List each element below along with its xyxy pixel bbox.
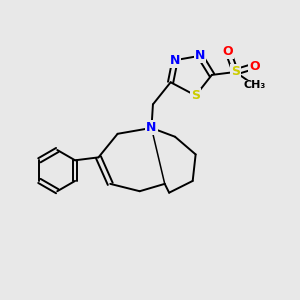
Text: N: N xyxy=(195,49,205,62)
Text: S: S xyxy=(191,89,200,102)
Text: N: N xyxy=(146,122,157,134)
Text: S: S xyxy=(231,65,240,79)
Text: O: O xyxy=(223,45,233,58)
Text: N: N xyxy=(170,54,180,67)
Text: CH₃: CH₃ xyxy=(243,80,266,90)
Text: O: O xyxy=(249,60,260,73)
